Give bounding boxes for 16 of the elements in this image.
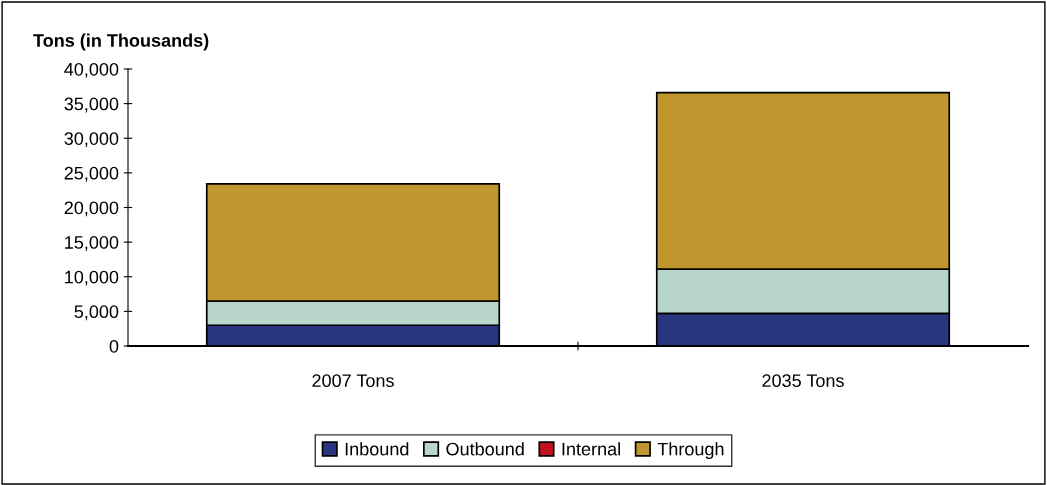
- x-tick-label: 2035 Tons: [762, 374, 844, 388]
- legend-label: Through: [657, 442, 724, 460]
- y-axis-title: Tons (in Thousands): [33, 33, 209, 51]
- y-tick-label: 25,000: [64, 166, 119, 182]
- y-tick-label: 5,000: [74, 305, 119, 321]
- y-tick-label: 15,000: [65, 236, 119, 251]
- y-tick-label: 40,000: [64, 62, 119, 78]
- y-tick-label: 20,000: [64, 201, 119, 217]
- y-tick-label: 30,000: [64, 132, 119, 148]
- y-tick-label: 0: [109, 339, 119, 353]
- legend-label: Inbound: [345, 442, 409, 456]
- legend-label: Outbound: [446, 442, 524, 456]
- y-tick-label: 35,000: [64, 97, 119, 113]
- legend-label: Internal: [562, 442, 620, 456]
- y-tick-label: 10,000: [65, 270, 119, 286]
- x-tick-label: 2007 Tons: [312, 374, 394, 388]
